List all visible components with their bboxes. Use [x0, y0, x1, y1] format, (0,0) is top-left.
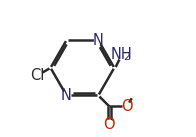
- Circle shape: [117, 49, 128, 60]
- Circle shape: [63, 92, 70, 99]
- Circle shape: [94, 36, 102, 44]
- Circle shape: [32, 70, 42, 80]
- Text: Cl: Cl: [30, 68, 44, 83]
- Circle shape: [123, 103, 131, 110]
- Circle shape: [106, 120, 113, 128]
- Text: O: O: [103, 117, 115, 132]
- Text: N: N: [61, 88, 72, 103]
- Text: O: O: [121, 99, 133, 114]
- Text: N: N: [93, 33, 104, 48]
- Text: 2: 2: [123, 52, 130, 62]
- Text: NH: NH: [111, 47, 133, 62]
